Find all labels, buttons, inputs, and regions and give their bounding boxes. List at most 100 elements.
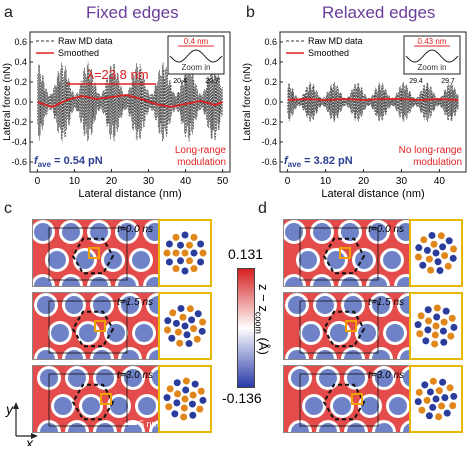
atom [176, 339, 184, 347]
inset-frame [167, 35, 225, 75]
tip-marker [351, 393, 363, 405]
atom [432, 249, 440, 257]
atom [166, 385, 174, 393]
modulation-line1: Long-range [175, 145, 227, 156]
atom [430, 240, 438, 248]
atom [199, 249, 207, 257]
atom [414, 321, 422, 329]
atom [419, 261, 427, 269]
y-tick-label: -0.6 [11, 157, 27, 167]
atom [443, 409, 451, 417]
map-well [313, 277, 331, 286]
modulation-line2: modulation [177, 157, 226, 168]
inset-wave [169, 49, 223, 63]
atom [181, 249, 189, 257]
map-well [149, 350, 158, 359]
map-well [330, 324, 348, 342]
atom [177, 257, 184, 265]
map-well [132, 251, 150, 269]
atom [172, 249, 180, 257]
map-well [344, 350, 362, 359]
wavelength-label: λ=23.8 nm [87, 67, 148, 82]
atom [181, 395, 189, 403]
atom [171, 410, 179, 418]
map-time: t=3.0 ns [368, 370, 404, 381]
y-tick-label: 0.4 [264, 57, 277, 67]
map-well [51, 324, 69, 342]
atom [450, 392, 458, 400]
atom [180, 404, 188, 412]
map-d-2: t=3.0 ns [283, 365, 410, 433]
map-d-0: t=0.0 ns [283, 219, 410, 287]
series-smoothed [37, 94, 223, 108]
molecule-d-0 [409, 219, 463, 287]
atom [444, 262, 452, 270]
x-tick-label: 30 [143, 176, 155, 187]
axis-indicator: y x [5, 401, 38, 446]
atom [177, 241, 184, 249]
domain-box [299, 227, 379, 281]
atom [183, 331, 191, 339]
atom [425, 317, 433, 325]
axis-x-label: x [25, 435, 34, 446]
atom [414, 253, 422, 261]
atom [447, 332, 455, 340]
map-well [316, 350, 334, 359]
atom [190, 265, 198, 273]
hexagon-outline [71, 383, 115, 421]
y-tick-label: 0.2 [264, 77, 277, 87]
map-well [121, 296, 139, 314]
legend-smoothed-label: Smoothed [58, 48, 99, 58]
y-tick-label: -0.2 [261, 117, 277, 127]
molecule-c-0 [158, 219, 212, 287]
atom [436, 267, 444, 275]
fave-sub: ave [288, 160, 302, 169]
hexagon-outline [71, 237, 115, 275]
y-tick-label: -0.4 [261, 137, 277, 147]
map-well [90, 277, 108, 286]
scalebar-label: 5 nm [139, 419, 158, 429]
map-well [327, 251, 345, 269]
map-well [288, 350, 306, 359]
atom [438, 402, 446, 410]
map-well [40, 423, 58, 432]
atom [446, 384, 454, 392]
inset-period: 0.4 nm [184, 37, 209, 46]
atom [199, 396, 207, 404]
map-well [372, 296, 390, 314]
map-well [34, 223, 52, 241]
atom [425, 412, 433, 420]
map-c-0: t=0.0 ns [32, 219, 159, 287]
map-time: t=3.0 ns [117, 370, 153, 381]
chart-b-plot: 0 10 20 30 40 -0.6 -0.4 -0.2 0.0 0.2 0.4 0.6 Lateral… [242, 31, 467, 200]
x-tick-label: 20 [358, 176, 370, 187]
map-well [288, 296, 306, 314]
domain-box [48, 300, 128, 354]
map-well [341, 277, 359, 286]
hexagon-outline [71, 310, 115, 348]
atom [422, 337, 430, 345]
modulation-line1: No long-range [399, 145, 463, 156]
atom [185, 340, 193, 348]
fave-sub: ave [38, 160, 52, 169]
y-tick-label: 0.6 [264, 37, 277, 47]
atom [425, 255, 433, 263]
atom [197, 240, 205, 248]
map-well [124, 369, 142, 387]
atom [181, 267, 189, 275]
atom [434, 258, 442, 266]
map-well [149, 296, 158, 314]
atom [418, 406, 426, 414]
map-well [96, 423, 114, 432]
atom [437, 232, 445, 240]
legend-smoothed-label: Smoothed [308, 48, 349, 58]
map-well [65, 296, 83, 314]
x-tick-label: 20 [106, 176, 118, 187]
atom [174, 328, 182, 336]
map-well [358, 324, 376, 342]
modulation-line2: modulation [413, 157, 462, 168]
map-well [37, 296, 55, 314]
tip-marker [100, 393, 112, 405]
atom [186, 241, 193, 249]
fave-value: = 3.82 pN [301, 155, 353, 167]
